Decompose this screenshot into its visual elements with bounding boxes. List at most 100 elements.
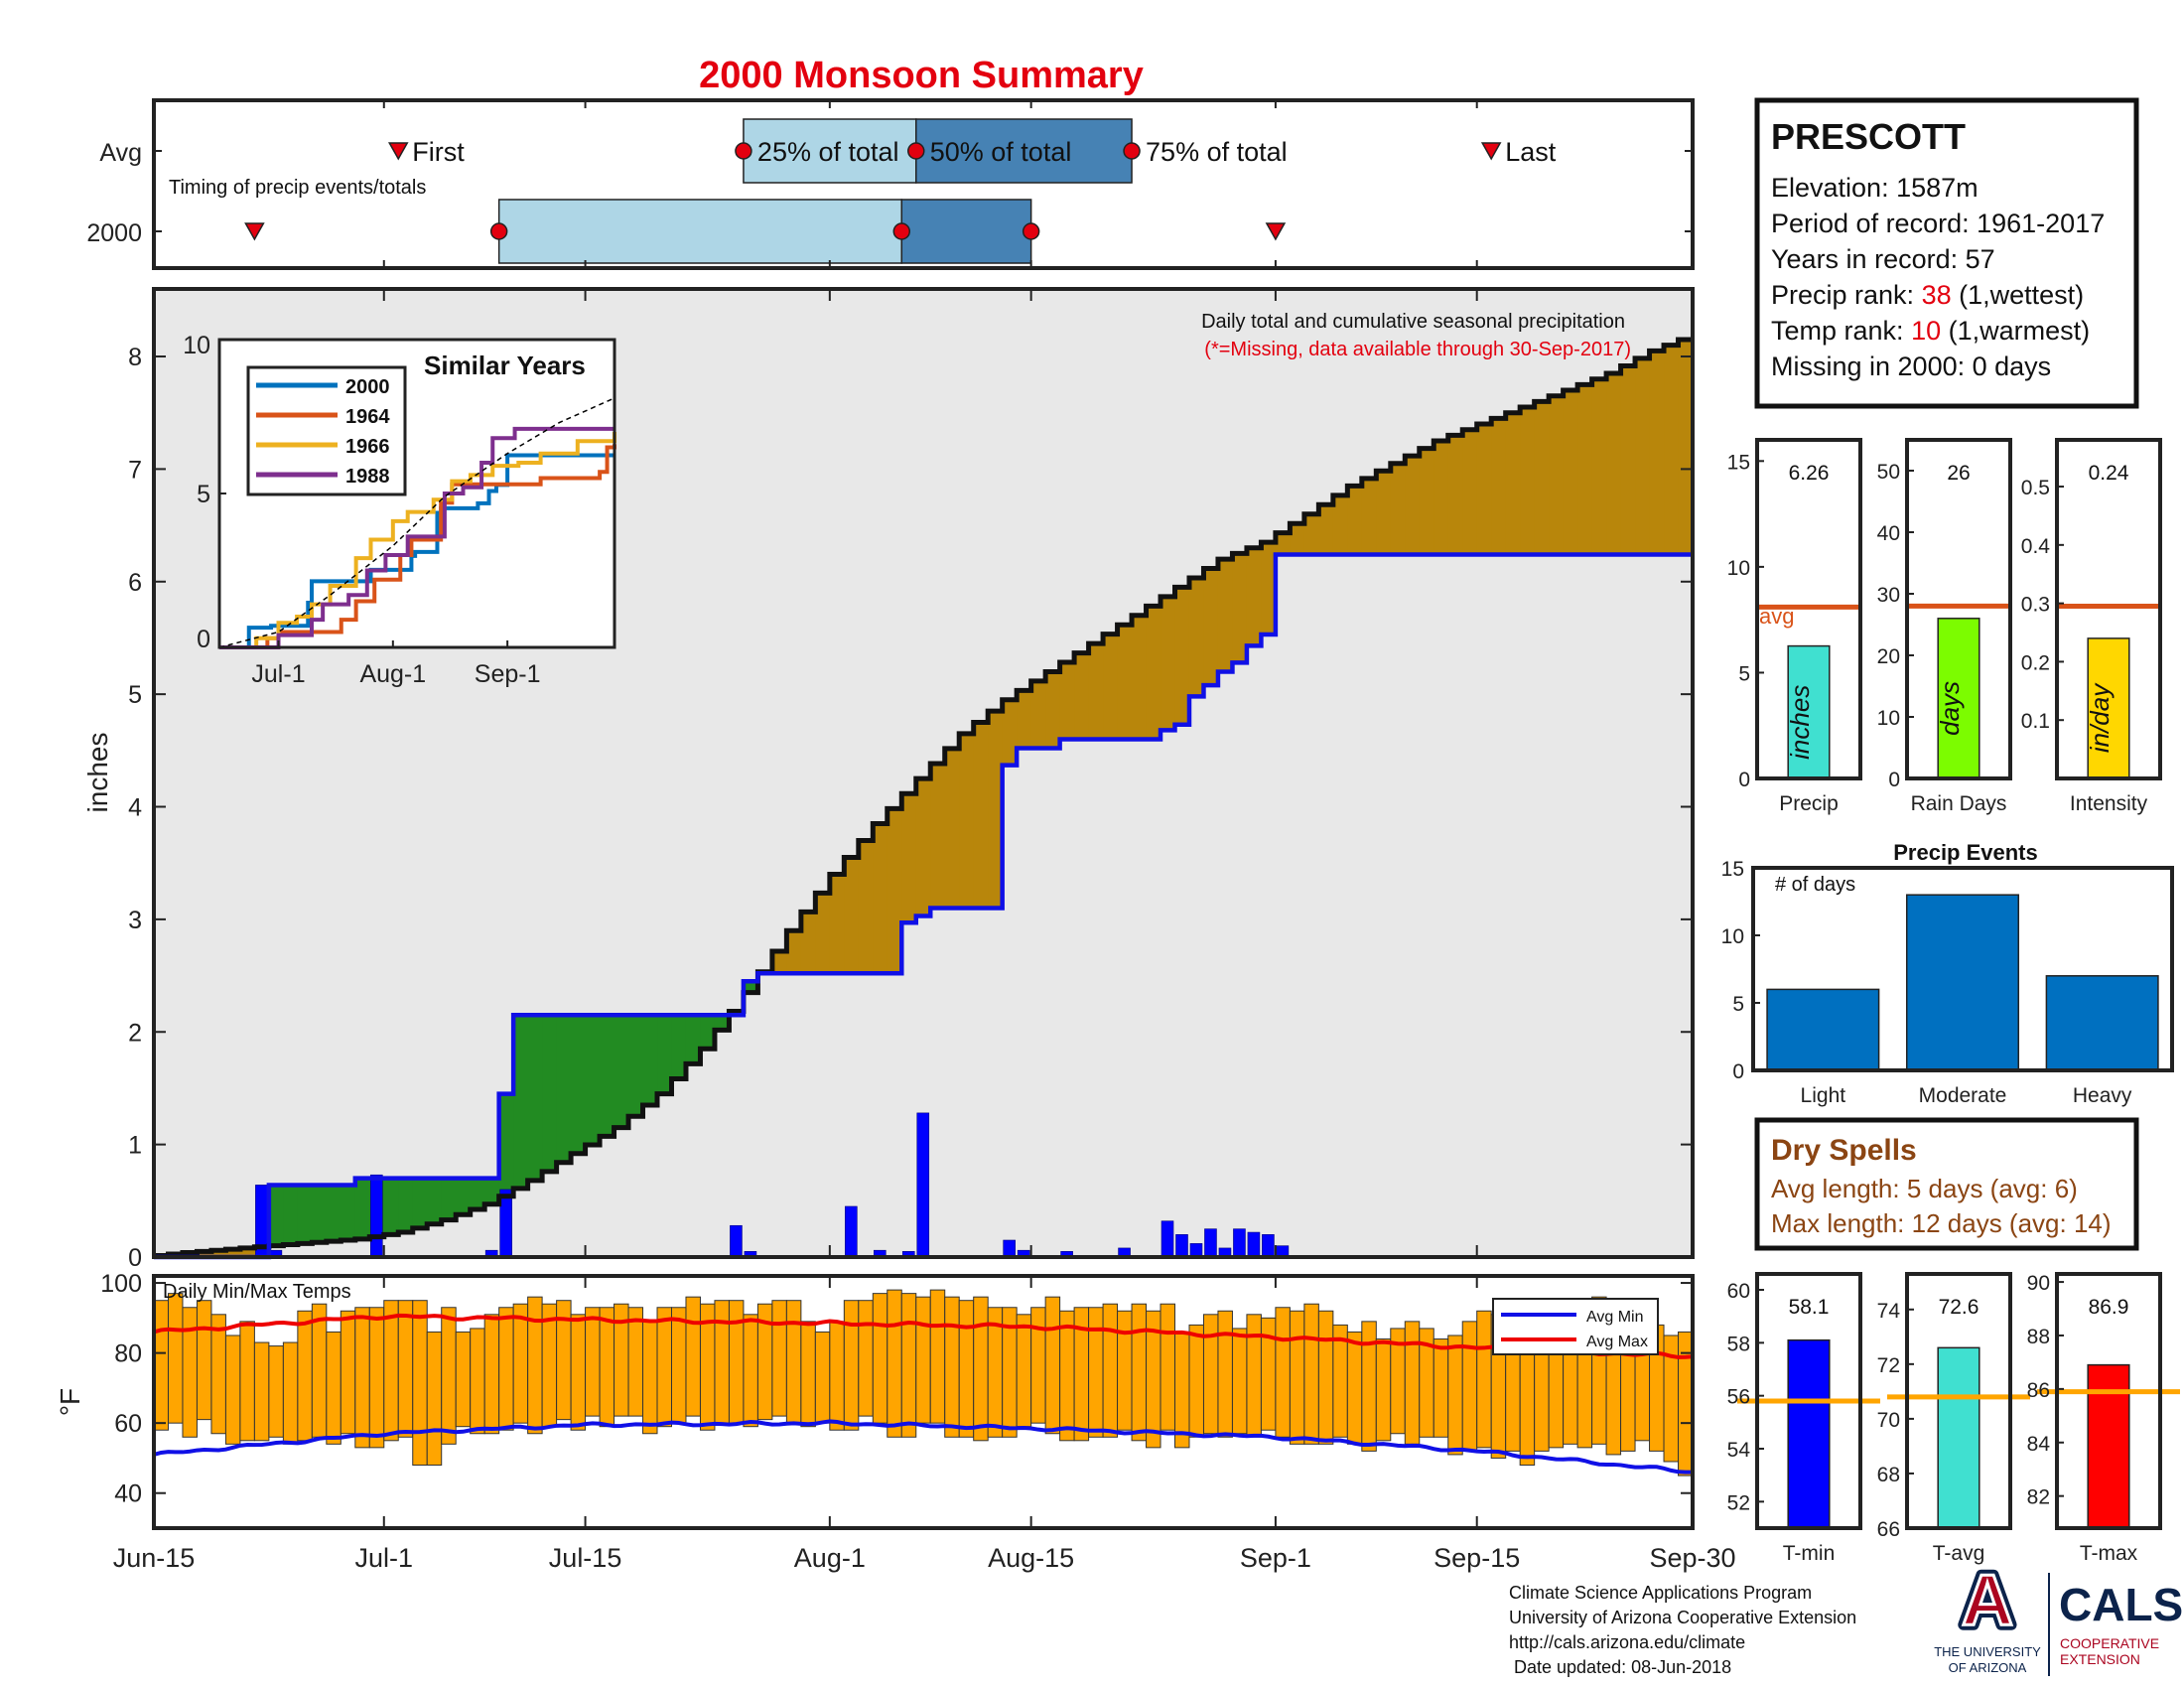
stat-ytick-label: 52 — [1727, 1491, 1750, 1514]
cumulative-difference-fill — [786, 930, 802, 974]
cumulative-difference-fill — [1491, 418, 1507, 555]
daily-precip-bar — [916, 1112, 930, 1258]
cumulative-2000-line — [154, 552, 1693, 1260]
precip-subtitle: (*=Missing, data available through 30-Se… — [1204, 339, 1631, 360]
daily-temp-bar — [368, 1307, 385, 1449]
ua-line-2: OF ARIZONA — [1949, 1660, 2027, 1675]
daily-temp-bar — [929, 1289, 946, 1424]
events-title: Precip Events — [1893, 840, 2038, 865]
temps-ytick-label: 100 — [100, 1270, 142, 1298]
cumulative-difference-fill — [1246, 547, 1263, 646]
cumulative-difference-fill — [1074, 652, 1090, 740]
station-missing: Missing in 2000: 0 days — [1771, 352, 2051, 381]
label-50pct: 50% of total — [930, 137, 1072, 167]
daily-temp-bar — [1188, 1324, 1204, 1438]
daily-temp-bar — [915, 1296, 931, 1424]
stat-ytick-label: 0 — [1888, 769, 1900, 791]
cumulative-difference-fill — [1649, 351, 1665, 555]
avg-cumulative-line — [154, 337, 1693, 1258]
box-avg-25-50 — [743, 118, 917, 184]
daily-precip-bar — [1175, 1234, 1188, 1258]
similar-years-inset: 0 5 10 Jul-1 Aug-1 Sep-1 Similar Years 2000 19… — [183, 332, 616, 688]
stat-ytick-label: 5 — [1738, 662, 1750, 685]
marker-25pct-2000 — [489, 222, 508, 240]
temps-legend — [1492, 1298, 1659, 1355]
cumulative-difference-fill — [1433, 441, 1449, 555]
date-axis-label: Sep-15 — [1433, 1543, 1520, 1573]
station-years: Years in record: 57 — [1771, 244, 1995, 274]
cumulative-difference-fill — [470, 1178, 485, 1210]
stat-bar — [1787, 644, 1831, 779]
stat-ytick-label: 10 — [1877, 707, 1900, 730]
stat-ytick-label: 20 — [1877, 645, 1900, 668]
station-period: Period of record: 1961-2017 — [1771, 209, 2105, 238]
stat-ytick-label: 0.4 — [2021, 535, 2051, 558]
cumulative-difference-fill — [600, 1015, 615, 1137]
daily-temp-bar — [455, 1331, 472, 1428]
cumulative-difference-fill — [800, 912, 816, 974]
cumulative-difference-fill — [657, 1015, 673, 1094]
daily-temp-bar — [1231, 1328, 1248, 1435]
daily-precip-bar — [1160, 1220, 1174, 1258]
inset-legend-label: 2000 — [345, 376, 390, 398]
station-frame — [1754, 97, 2139, 409]
cumulative-difference-fill — [1117, 625, 1133, 740]
daily-temp-bar — [483, 1314, 500, 1435]
daily-temp-bar — [1088, 1307, 1104, 1438]
cumulative-difference-fill — [1591, 378, 1607, 555]
stat-ytick-label: 50 — [1877, 461, 1900, 484]
precip-ytick-label: 7 — [128, 456, 142, 484]
daily-precip-bar — [1233, 1228, 1246, 1258]
daily-temp-bar — [1317, 1310, 1334, 1445]
stat-ytick-label: 58 — [1727, 1333, 1750, 1355]
cumulative-difference-fill — [1103, 633, 1119, 740]
temps-ylabel: °F — [55, 1388, 85, 1416]
stat-value: 6.26 — [1789, 462, 1830, 485]
cals-line-2: EXTENSION — [2060, 1651, 2140, 1667]
timing-note: Timing of precip events/totals — [169, 177, 426, 199]
stat-ytick-label: 40 — [1877, 522, 1900, 545]
box-avg-50-75 — [915, 118, 1133, 184]
event-bar-heavy — [2045, 975, 2159, 1071]
cumulative-difference-fill — [829, 874, 845, 974]
cumulative-difference-fill — [1303, 513, 1319, 555]
inset-ytick-label: 5 — [197, 481, 210, 508]
daily-temp-bar — [498, 1307, 514, 1431]
stat-ytick-label: 56 — [1727, 1386, 1750, 1409]
inset-xtick-label: Jul-1 — [251, 660, 305, 688]
temp-rank-note: (1,warmest) — [1949, 316, 2091, 346]
daily-temp-bar — [944, 1296, 960, 1438]
daily-precip-bar — [1262, 1234, 1275, 1258]
cumulative-difference-fill — [1160, 596, 1176, 731]
cumulative-difference-fill — [1203, 568, 1219, 686]
cumulative-difference-fill — [1577, 384, 1593, 555]
daily-temp-bar — [167, 1293, 184, 1424]
daily-temp-bar — [1117, 1310, 1133, 1431]
cumulative-difference-fill — [398, 1178, 414, 1233]
cals-wordmark: CALS — [2059, 1579, 2183, 1630]
stat-frame — [1755, 1272, 1862, 1530]
stat-frame — [1905, 1272, 2012, 1530]
station-name: PRESCOTT — [1771, 116, 1966, 157]
daily-temp-bar — [670, 1307, 687, 1424]
daily-temp-bar — [570, 1314, 587, 1431]
cumulative-difference-fill — [1620, 365, 1636, 555]
ua-line-1: THE UNIVERSITY — [1934, 1644, 2041, 1659]
marker-first-2000 — [244, 222, 265, 241]
events-category-label: Heavy — [2073, 1084, 2132, 1107]
daily-temp-bar — [253, 1341, 270, 1442]
events-category-label: Light — [1801, 1084, 1846, 1107]
daily-temp-bar — [685, 1296, 701, 1417]
cumulative-difference-fill — [1232, 553, 1248, 663]
daily-temp-bar — [196, 1300, 212, 1421]
footer-credits: Climate Science Applications Program Uni… — [1509, 1583, 1856, 1677]
daily-temp-bar — [800, 1321, 816, 1428]
daily-temp-bar — [728, 1300, 745, 1424]
daily-temp-bar — [1030, 1307, 1046, 1424]
daily-temp-bar — [599, 1307, 615, 1428]
events-ytick-label: 15 — [1721, 858, 1744, 881]
cumulative-difference-fill — [1188, 577, 1205, 697]
cumulative-difference-fill — [1520, 407, 1536, 555]
cumulative-difference-fill — [1275, 532, 1291, 555]
daily-temp-bar — [340, 1310, 356, 1435]
